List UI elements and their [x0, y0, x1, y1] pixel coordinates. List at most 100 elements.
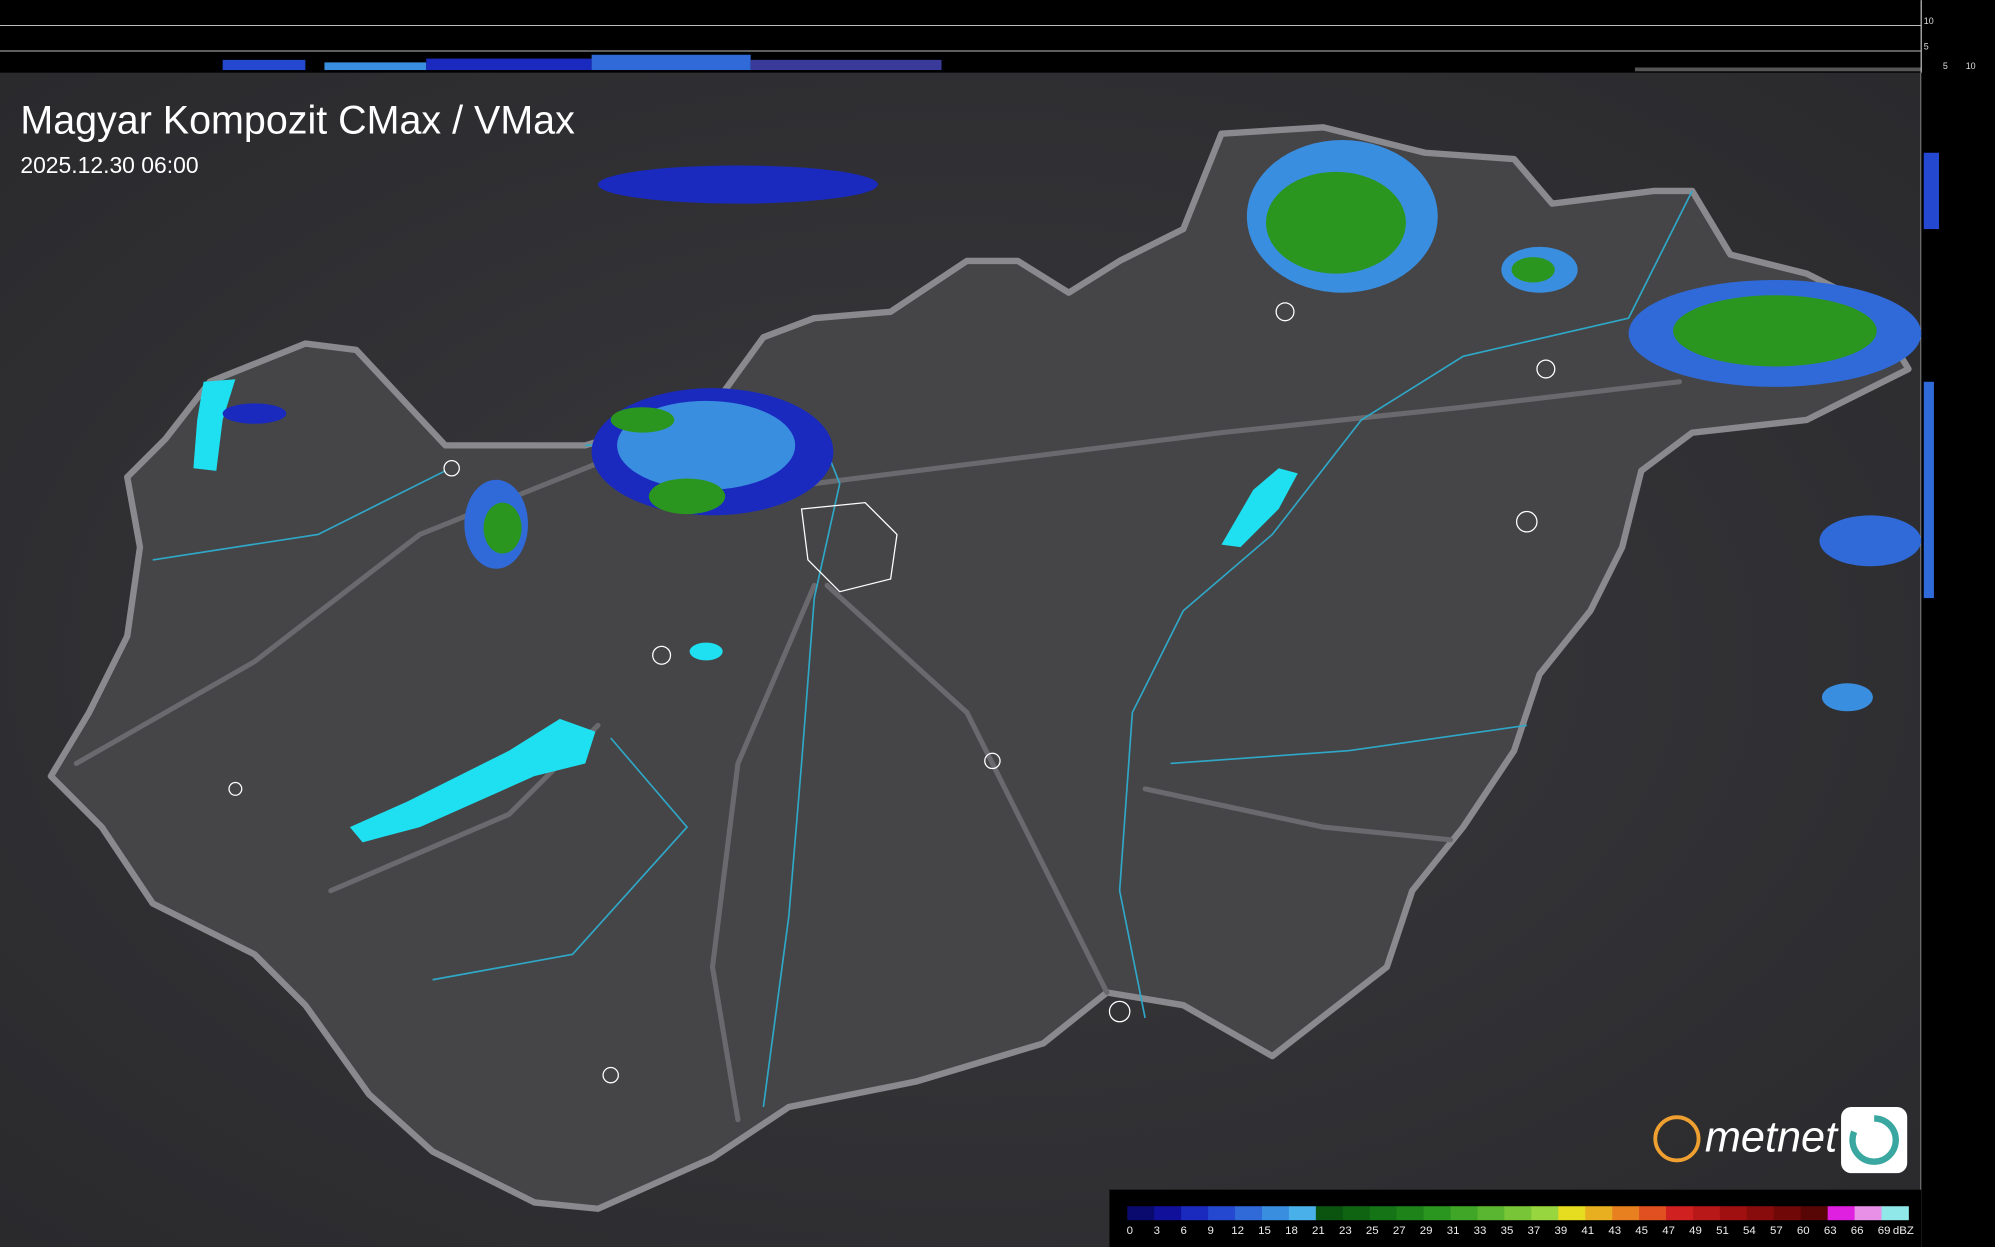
legend-level: 47	[1662, 1225, 1675, 1237]
legend-swatch	[1692, 1206, 1721, 1221]
legend-swatch	[1450, 1206, 1478, 1221]
profile-echo	[222, 59, 306, 71]
legend-level: 3	[1154, 1225, 1160, 1237]
logo-text: metnet	[1705, 1114, 1839, 1162]
legend-swatch	[1746, 1206, 1775, 1221]
road	[824, 582, 1110, 996]
profile-tick: 10	[1924, 16, 1934, 26]
river	[152, 470, 446, 561]
timestamp: 2025.12.30 06:00	[20, 152, 198, 178]
legend-level: 43	[1608, 1225, 1621, 1237]
legend-level: 51	[1716, 1225, 1729, 1237]
legend-level: 60	[1797, 1225, 1810, 1237]
legend-swatch	[1369, 1206, 1398, 1221]
legend-unit: dBZ	[1893, 1225, 1914, 1237]
legend-swatch	[1881, 1206, 1909, 1221]
legend-level: 21	[1312, 1225, 1325, 1237]
legend-level: 12	[1231, 1225, 1244, 1237]
legend-level: 9	[1207, 1225, 1213, 1237]
profile-tick: 5	[1943, 61, 1948, 71]
echo	[1265, 171, 1406, 274]
town	[652, 645, 672, 665]
road	[1142, 786, 1453, 843]
town	[443, 460, 460, 477]
legend-level: 66	[1851, 1225, 1864, 1237]
legend-level: 23	[1339, 1225, 1352, 1237]
town	[1275, 302, 1295, 322]
profile-echo	[1923, 152, 1940, 230]
legend-swatch	[1531, 1206, 1559, 1221]
legend-swatch	[1827, 1206, 1855, 1221]
legend-swatch	[1558, 1206, 1586, 1221]
echo	[1673, 295, 1877, 367]
echo	[1821, 683, 1873, 712]
legend-swatch	[1773, 1206, 1802, 1221]
river	[432, 737, 689, 981]
legend-swatch	[1800, 1206, 1829, 1221]
profile-echo	[324, 62, 427, 71]
legend-swatch	[1154, 1206, 1182, 1221]
legend-swatch	[1342, 1206, 1371, 1221]
profile-echo	[1923, 381, 1934, 599]
river	[1170, 724, 1527, 765]
lake	[193, 379, 236, 471]
legend-swatch	[1127, 1206, 1155, 1221]
profile-tick: 10	[1966, 61, 1976, 71]
profile-echo	[591, 54, 751, 71]
legend-level: 57	[1770, 1225, 1783, 1237]
legend-level: 39	[1554, 1225, 1567, 1237]
legend-swatch	[1235, 1206, 1263, 1221]
legend-level: 35	[1501, 1225, 1514, 1237]
legend-level: 63	[1824, 1225, 1837, 1237]
echo	[483, 502, 522, 554]
legend-level: 37	[1528, 1225, 1541, 1237]
legend-swatch	[1639, 1206, 1667, 1221]
echo	[610, 407, 675, 433]
precipitation	[222, 140, 1922, 712]
country-border	[47, 124, 1912, 1212]
legend-swatch	[1315, 1206, 1344, 1221]
profile-echo	[426, 58, 592, 71]
legend-level: 27	[1393, 1225, 1406, 1237]
map-title: Magyar Kompozit CMax / VMax	[20, 99, 575, 143]
legend-swatch	[1181, 1206, 1209, 1221]
profile-tick: 5	[1924, 42, 1929, 52]
legend: 0 3 6 9 12 15 18 21 23 25 27 29 31 33 35 37 39 41 43 45 47 49…	[1109, 1189, 1922, 1247]
legend-level: 6	[1181, 1225, 1187, 1237]
legend-swatch	[1666, 1206, 1694, 1221]
legend-level: 31	[1447, 1225, 1460, 1237]
legend-level: 0	[1127, 1225, 1133, 1237]
town	[984, 752, 1001, 770]
legend-level: 69	[1878, 1225, 1891, 1237]
town	[1108, 1000, 1131, 1023]
legend-swatch	[1504, 1206, 1532, 1221]
legend-swatch	[1719, 1206, 1748, 1221]
legend-swatch	[1261, 1206, 1290, 1221]
echo	[689, 642, 723, 661]
town	[1515, 510, 1538, 533]
echo	[222, 403, 287, 424]
legend-swatch	[1208, 1206, 1236, 1221]
legend-swatch	[1854, 1206, 1882, 1221]
towns	[228, 302, 1556, 1084]
legend-level: 18	[1285, 1225, 1298, 1237]
logo: metnet	[1653, 1106, 1908, 1174]
profile-echo	[750, 59, 942, 71]
legend-swatch	[1423, 1206, 1451, 1221]
river	[1118, 190, 1693, 1019]
profile-echo	[1634, 67, 1922, 72]
echo	[1511, 257, 1555, 283]
legend-level: 49	[1689, 1225, 1702, 1237]
logo-sun	[1653, 1115, 1701, 1163]
legend-level: 33	[1474, 1225, 1487, 1237]
legend-level: 45	[1635, 1225, 1648, 1237]
legend-swatch	[1612, 1206, 1640, 1221]
town	[800, 501, 898, 593]
legend-swatch	[1288, 1206, 1317, 1221]
town	[228, 781, 243, 796]
lake	[349, 718, 596, 843]
